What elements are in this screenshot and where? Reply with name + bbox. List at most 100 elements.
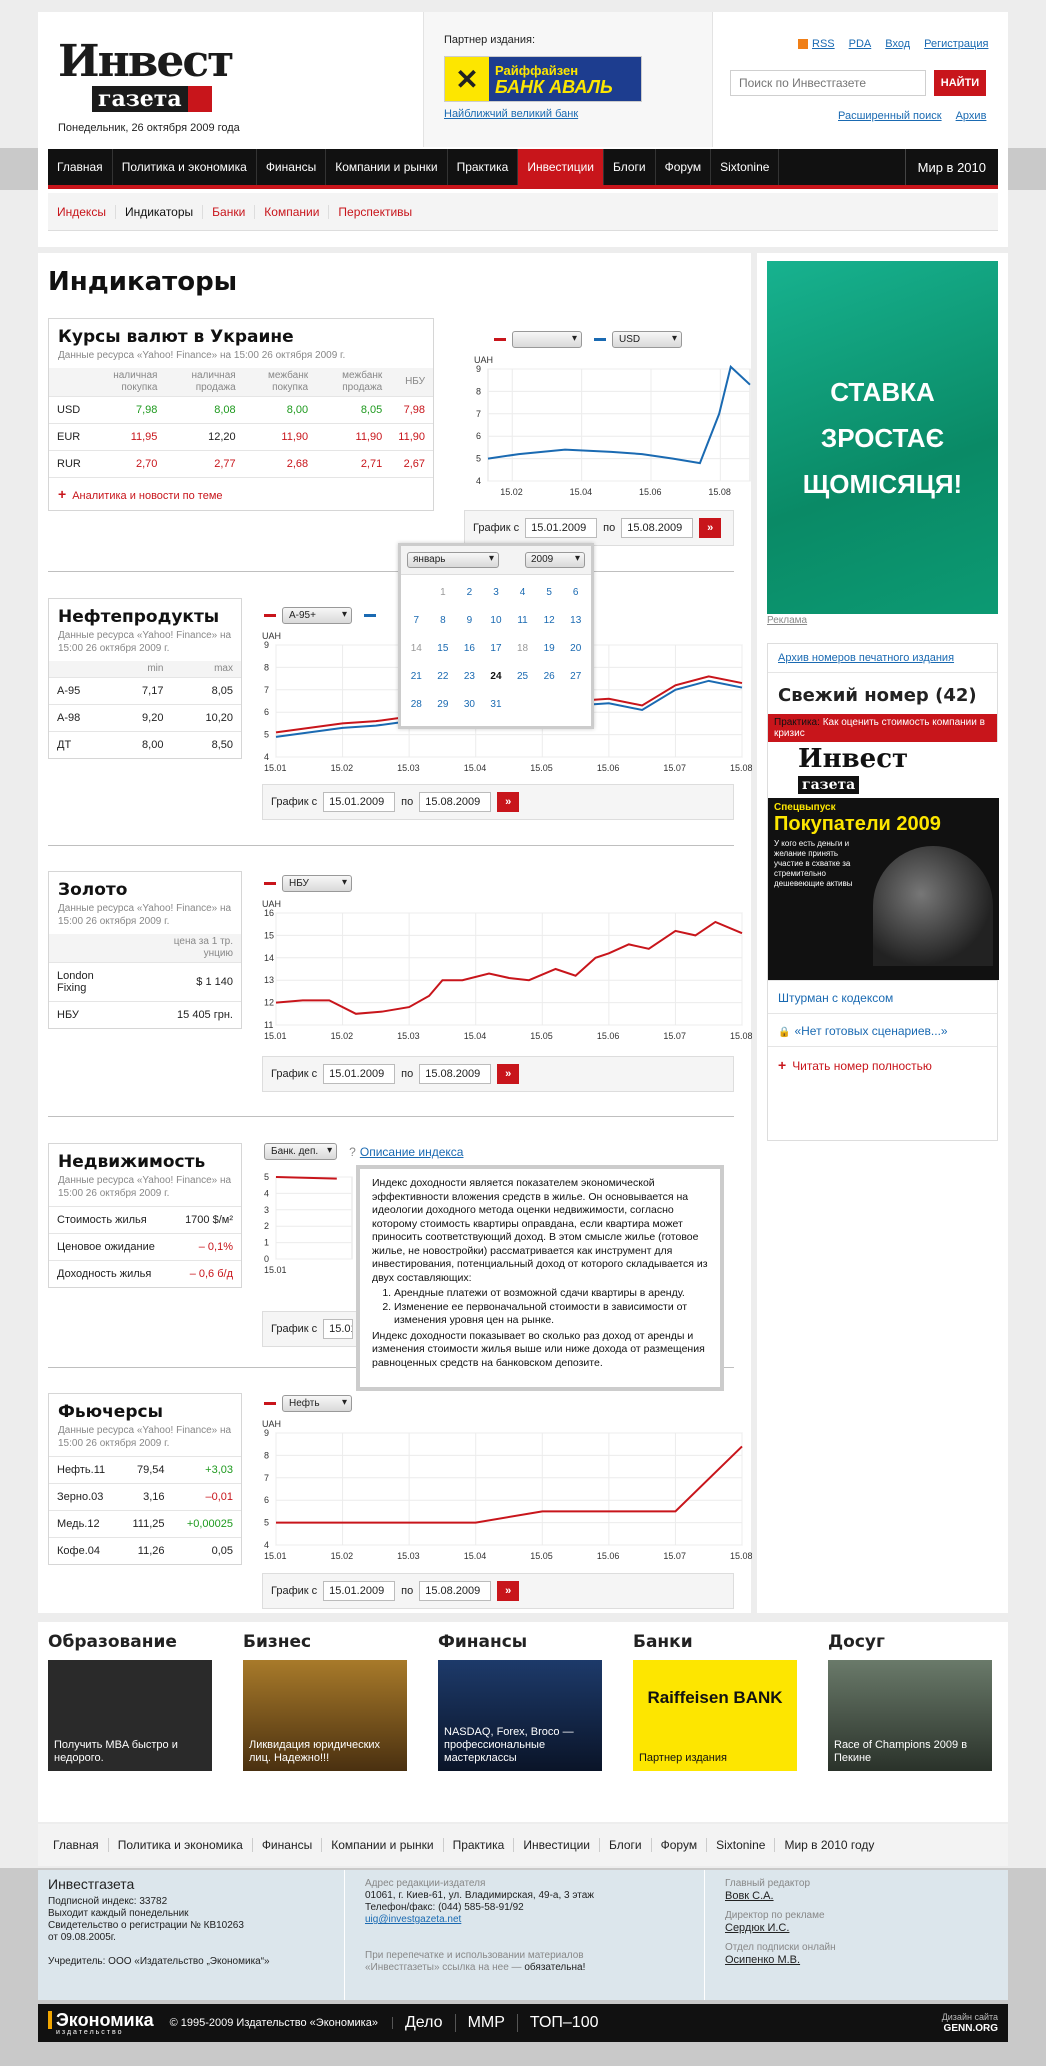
calendar-day[interactable]: 26: [543, 671, 555, 682]
site-logo[interactable]: Инвест газета: [58, 40, 234, 122]
search-button[interactable]: НАЙТИ: [934, 70, 986, 96]
category-finance[interactable]: Финансы NASDAQ, Forex, Brocо — профессио…: [438, 1632, 602, 1822]
calendar-day[interactable]: 6: [572, 587, 579, 598]
calendar-day[interactable]: 15: [437, 643, 449, 654]
series-select-2[interactable]: [364, 614, 376, 617]
design-credit[interactable]: Дизайн сайта GENN.ORG: [942, 2012, 998, 2034]
footer-nav-item[interactable]: Мир в 2010 году: [784, 1838, 875, 1852]
subs-link[interactable]: Осипенко М.В.: [725, 1954, 801, 1966]
help-icon[interactable]: ?: [349, 1144, 356, 1159]
footer-nav-item[interactable]: Sixtonine: [707, 1838, 776, 1852]
series-dropdown[interactable]: USD: [612, 331, 682, 348]
category-image[interactable]: Ликвидация юридических лиц. Надежно!!!: [243, 1660, 407, 1771]
calendar-day[interactable]: 5: [546, 587, 552, 598]
calendar-day[interactable]: 1: [440, 587, 446, 598]
calendar-day[interactable]: 10: [490, 615, 502, 626]
subnav-item-indicators[interactable]: Индикаторы: [116, 204, 204, 219]
nav-item-home[interactable]: Главная: [48, 149, 113, 185]
calendar-day[interactable]: 30: [463, 699, 475, 710]
nav-item-forum[interactable]: Форум: [656, 149, 712, 185]
partner-link-top100[interactable]: ТОП–100: [529, 2014, 599, 2031]
nav-item-politics[interactable]: Политика и экономика: [113, 149, 257, 185]
subnav-item-prospects[interactable]: Перспективы: [338, 204, 413, 219]
calendar-day[interactable]: 17: [490, 643, 502, 654]
series-dropdown[interactable]: НБУ: [282, 875, 352, 892]
footer-nav-item[interactable]: Политика и экономика: [109, 1838, 253, 1852]
go-button[interactable]: »: [497, 1581, 520, 1601]
ads-link[interactable]: Сердюк И.С.: [725, 1922, 790, 1934]
date-from-input[interactable]: 15.01.2009: [323, 1064, 396, 1084]
date-from-input[interactable]: 15.01.2009: [323, 792, 396, 812]
calendar-day[interactable]: 19: [543, 643, 555, 654]
date-to-input[interactable]: 15.08.2009: [621, 518, 694, 538]
search-input[interactable]: [730, 70, 926, 96]
calendar-day[interactable]: 8: [440, 615, 446, 626]
archive-link[interactable]: Архив: [955, 110, 987, 122]
partner-link-delo[interactable]: Дело: [393, 2014, 456, 2032]
partner-link-mmr[interactable]: МMP: [456, 2014, 518, 2032]
category-leisure[interactable]: Досуг Race of Champions 2009 в Пекине: [828, 1632, 992, 1822]
date-from-input[interactable]: 15.01.2009: [525, 518, 598, 538]
rss-link[interactable]: RSS: [798, 38, 835, 50]
calendar-day[interactable]: 22: [437, 671, 449, 682]
analytics-link[interactable]: Аналитика и новости по теме: [49, 477, 433, 510]
calendar-day[interactable]: 27: [570, 671, 582, 682]
issue-link-shturman[interactable]: Штурман с кодексом: [768, 980, 997, 1013]
category-business[interactable]: Бизнес Ликвидация юридических лиц. Надеж…: [243, 1632, 407, 1822]
calendar-day[interactable]: 24: [490, 671, 502, 682]
category-image[interactable]: NASDAQ, Forex, Brocо — профессиональные …: [438, 1660, 602, 1771]
subnav-item-banks[interactable]: Банки: [203, 204, 256, 219]
footer-nav-item[interactable]: Инвестиции: [514, 1838, 600, 1852]
read-full-issue-link[interactable]: Читать номер полностью: [768, 1046, 997, 1081]
footer-nav-item[interactable]: Финансы: [253, 1838, 323, 1852]
nav-item-practice[interactable]: Практика: [448, 149, 519, 185]
go-button[interactable]: »: [497, 1064, 520, 1084]
series-select-1[interactable]: А-95+: [264, 607, 352, 624]
login-link[interactable]: Вход: [885, 38, 911, 50]
month-select[interactable]: январь: [407, 552, 499, 568]
date-to-input[interactable]: 15.08.2009: [419, 1064, 492, 1084]
series-dropdown[interactable]: Банк. деп.: [264, 1143, 338, 1160]
bank-logo[interactable]: ✕ Райффайзен БАНК АВАЛЬ: [444, 56, 642, 102]
index-description-link[interactable]: Описание индекса: [359, 1144, 464, 1159]
nav-item-companies[interactable]: Компании и рынки: [326, 149, 448, 185]
go-button[interactable]: »: [497, 792, 520, 812]
date-from-input[interactable]: 15.01.2009: [323, 1581, 396, 1601]
calendar-day[interactable]: 29: [437, 699, 449, 710]
pda-link[interactable]: PDA: [848, 38, 872, 50]
nav-item-investments[interactable]: Инвестиции: [518, 149, 604, 185]
calendar-day[interactable]: 31: [490, 699, 502, 710]
nav-item-blogs[interactable]: Блоги: [604, 149, 656, 185]
date-from-input[interactable]: 15.01.2009: [323, 1319, 354, 1339]
category-image[interactable]: Raiffeisen BANK Партнер издания: [633, 1660, 797, 1771]
calendar-day[interactable]: 25: [517, 671, 529, 682]
go-button[interactable]: »: [699, 518, 722, 538]
calendar-day[interactable]: 20: [570, 643, 582, 654]
series-select-2[interactable]: USD: [594, 331, 682, 348]
series-dropdown[interactable]: А-95+: [282, 607, 352, 624]
category-image[interactable]: Получить MBA быстро и недорого.: [48, 1660, 212, 1771]
calendar-day[interactable]: 11: [517, 615, 528, 626]
advanced-search-link[interactable]: Расширенный поиск: [838, 110, 942, 122]
print-archive-link[interactable]: Архив номеров печатного издания: [768, 644, 997, 673]
calendar-day[interactable]: 7: [413, 615, 420, 626]
series-select-1[interactable]: Нефть: [264, 1395, 352, 1412]
calendar-day[interactable]: 21: [410, 671, 422, 682]
ad-label[interactable]: Реклама: [767, 615, 808, 626]
calendar-day[interactable]: 18: [517, 643, 529, 654]
category-banks[interactable]: Банки Raiffeisen BANK Партнер издания: [633, 1632, 797, 1822]
calendar-day[interactable]: 28: [410, 699, 422, 710]
issue-link-scenarios[interactable]: «Нет готовых сценариев...»: [768, 1013, 997, 1046]
nav-item-finance[interactable]: Финансы: [257, 149, 327, 185]
practice-teaser[interactable]: Практика: Как оценить стоимость компании…: [768, 714, 997, 742]
calendar-day[interactable]: 23: [463, 671, 475, 682]
footer-nav-item[interactable]: Форум: [652, 1838, 708, 1852]
series-select-1[interactable]: НБУ: [264, 875, 352, 892]
series-select-1[interactable]: [494, 331, 582, 348]
calendar-day[interactable]: 12: [543, 615, 555, 626]
bank-link[interactable]: Найближчий великий банк: [444, 108, 579, 120]
economika-logo[interactable]: Экономика издательство: [48, 2010, 154, 2036]
category-image[interactable]: Race of Champions 2009 в Пекине: [828, 1660, 992, 1771]
calendar-day[interactable]: 3: [493, 587, 499, 598]
calendar-day[interactable]: 9: [466, 615, 473, 626]
